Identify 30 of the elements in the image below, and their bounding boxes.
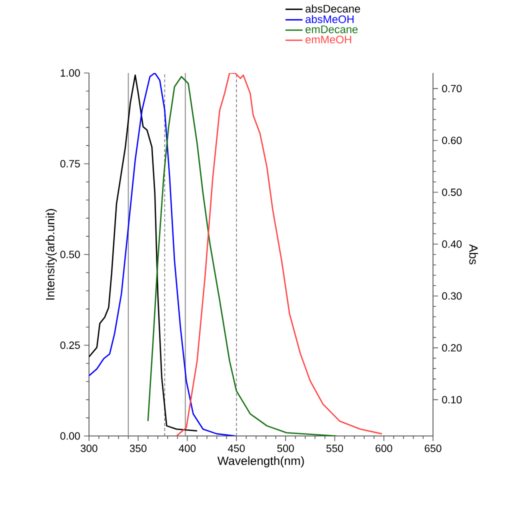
y2-tick-label: 0.10 <box>442 396 462 404</box>
x-tick-label: 450 <box>228 444 245 452</box>
y-tick-label: 0.75 <box>60 160 80 168</box>
x-axis-title: Wavelength(nm) <box>217 456 304 468</box>
x-tick-label: 600 <box>376 444 392 452</box>
y2-tick-label: 0.60 <box>442 136 462 144</box>
x-tick-label: 550 <box>326 444 344 452</box>
x-tick-label: 650 <box>424 444 442 452</box>
y-tick-label: 0.50 <box>60 250 80 258</box>
legend-label: emDecane <box>306 26 358 34</box>
x-tick-label: 400 <box>178 444 196 452</box>
y-tick-label: 0.25 <box>60 342 80 349</box>
x-tick-label: 350 <box>130 444 146 452</box>
legend-label: absMeOH <box>306 15 354 24</box>
y2-tick-label: 0.70 <box>442 84 462 92</box>
y-axis-title: Intensity(arb.unit) <box>46 209 57 300</box>
x-tick-label: 300 <box>80 444 98 452</box>
legend-label: absDecane <box>306 4 360 13</box>
y-tick-label: 0.00 <box>60 432 80 440</box>
y2-tick-label: 0.20 <box>442 344 462 352</box>
y2-tick-label: 0.30 <box>442 292 462 300</box>
line-series <box>147 76 338 436</box>
y2-tick-label: 0.40 <box>442 240 462 248</box>
y2-axis-title: Abs <box>469 244 478 264</box>
line-series <box>176 72 383 436</box>
y-tick-label: 1.00 <box>60 69 80 77</box>
legend-label: emMeOH <box>306 36 352 44</box>
line-series <box>89 74 198 432</box>
x-tick-label: 500 <box>277 444 294 452</box>
y2-tick-label: 0.50 <box>442 188 462 196</box>
